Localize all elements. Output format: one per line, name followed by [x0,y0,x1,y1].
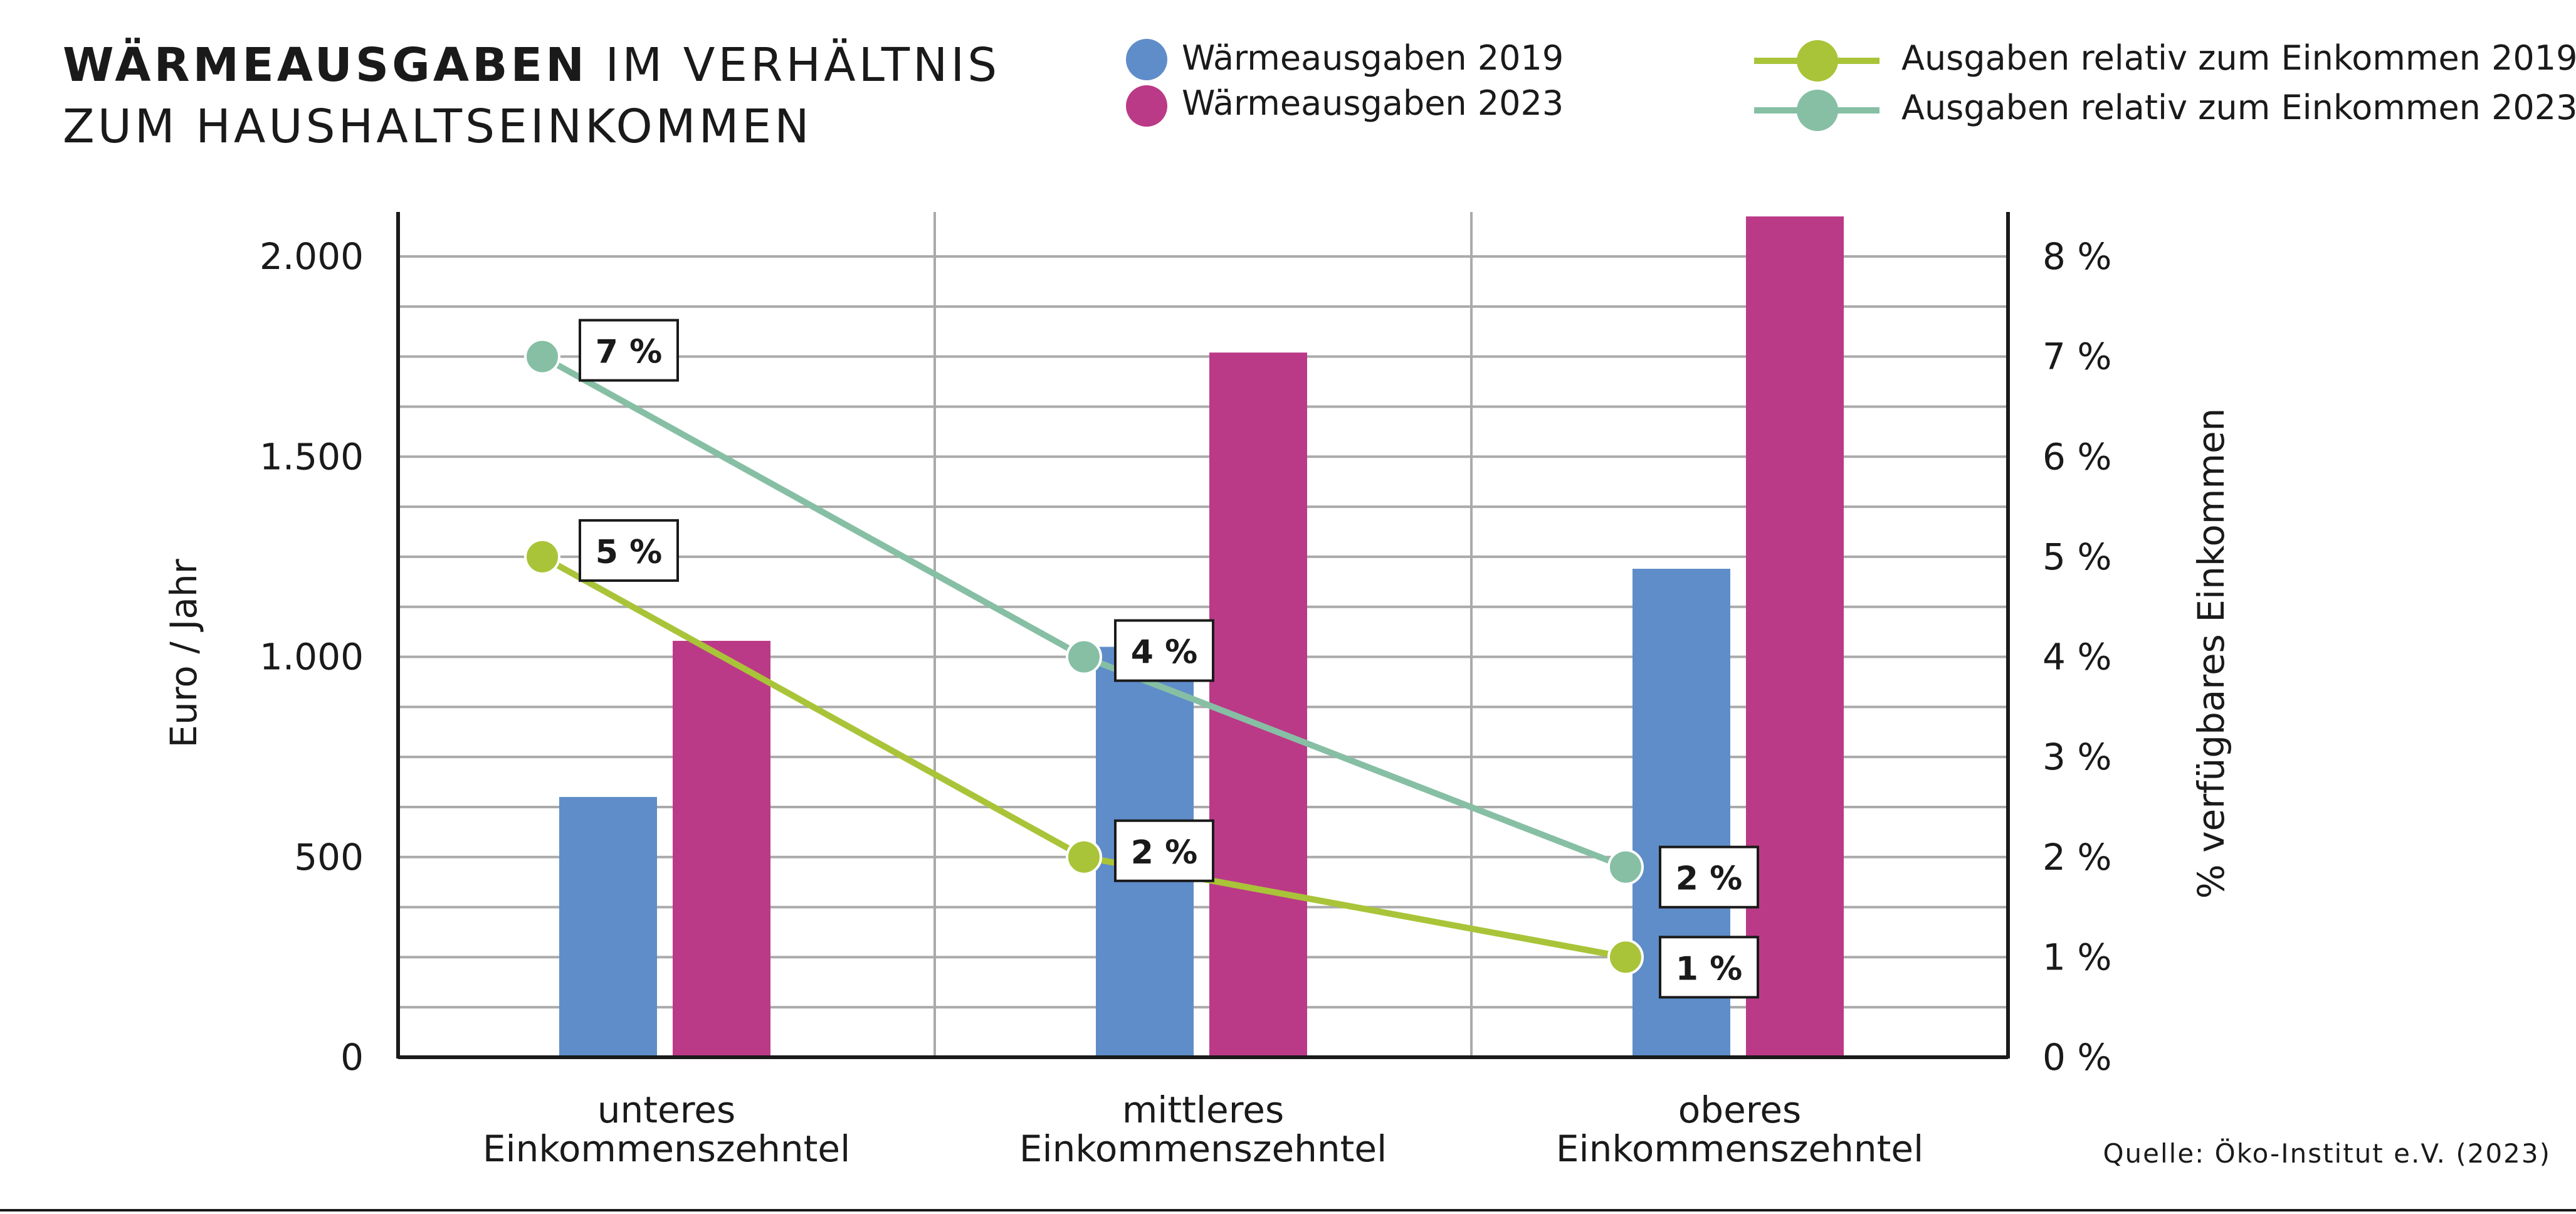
x-tick-label: unteres [597,1089,735,1131]
chart-title-line2: ZUM HAUSHALTSEINKOMMEN [63,100,812,154]
y2-tick-label: 6 % [2042,435,2111,478]
y-axis-title: Euro / Jahr [162,559,205,747]
point-2019-2 [1066,838,1102,875]
legend-line-2019-dot [1797,40,1838,82]
y2-tick-label: 4 % [2042,636,2111,678]
data-label: 2 % [1676,860,1742,898]
y2-axis-title: % verfügbares Einkommen [2190,408,2232,899]
legend-marker-bars-2019 [1126,39,1167,80]
data-label-box [579,319,679,382]
source-note: Quelle: Öko-Institut e.V. (2023) [2103,1138,2551,1169]
y-tick-label: 1.000 [260,636,364,678]
x-tick-label: Einkommenszehntel [1019,1127,1387,1170]
legend-marker-bars-2023 [1126,85,1167,127]
bar-2023-1 [673,640,770,1057]
data-label-box [1114,619,1214,682]
y2-tick-label: 7 % [2042,335,2111,378]
data-label: 1 % [1676,950,1742,988]
point-2023-3 [1607,848,1644,885]
legend-marker-line-2023 [1754,90,1879,131]
point-2019-3 [1607,939,1644,976]
bar-2019-1 [559,796,657,1057]
y2-tick-label: 5 % [2042,536,2111,578]
data-label-box [1114,819,1214,882]
data-label-box [1659,845,1759,909]
y2-tick-label: 0 % [2042,1036,2111,1079]
x-tick-label: mittleres [1122,1089,1284,1131]
data-label: 4 % [1131,634,1197,672]
y2-tick-label: 3 % [2042,736,2111,778]
data-label-box [1659,936,1759,999]
point-2023-2 [1066,638,1102,675]
y2-tick-label: 1 % [2042,936,2111,978]
y-tick-label: 1.500 [260,435,364,478]
legend-line-2023-dot [1797,90,1838,131]
chart-title-bold: WÄRMEAUSGABEN [63,38,588,92]
data-label: 7 % [596,334,662,371]
point-2019-1 [524,538,560,575]
bar-2023-2 [1209,352,1307,1057]
x-tick-label: Einkommenszehntel [1556,1127,1923,1170]
y2-tick-label: 2 % [2042,836,2111,879]
data-label: 5 % [596,534,662,571]
x-tick-label: oberes [1678,1089,1801,1131]
y-tick-label: 0 [340,1036,364,1079]
legend-label-line-2019: Ausgaben relativ zum Einkommen 2019 [1901,38,2576,78]
chart-title-rest: IM VERHÄLTNIS [587,38,1001,92]
chart-title: WÄRMEAUSGABEN IM VERHÄLTNIS ZUM HAUSHALT… [63,34,1000,157]
data-label: 2 % [1131,834,1197,872]
bar-2023-3 [1746,216,1844,1057]
legend-marker-line-2019 [1754,40,1879,82]
y-tick-label: 500 [294,836,364,879]
legend-label-bars-2019: Wärmeausgaben 2019 [1182,38,1564,78]
point-2023-1 [524,338,560,375]
y-tick-label: 2.000 [260,235,364,278]
data-label-box [579,519,679,582]
legend-label-line-2023: Ausgaben relativ zum Einkommen 2023 [1901,88,2576,127]
legend-label-bars-2023: Wärmeausgaben 2023 [1182,83,1564,123]
x-tick-label: Einkommenszehntel [483,1127,850,1170]
bottom-rule [0,1209,2576,1211]
y2-tick-label: 8 % [2042,235,2111,278]
